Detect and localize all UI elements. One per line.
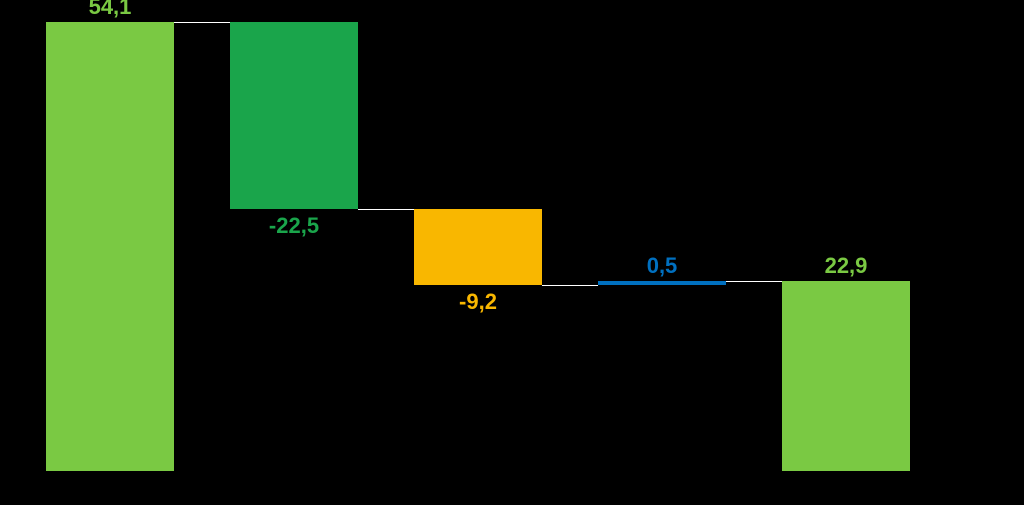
connector-4 <box>726 281 782 282</box>
bar-5-label: 22,9 <box>782 253 910 279</box>
connector-3 <box>542 285 598 286</box>
bar-3 <box>414 209 542 285</box>
bar-5 <box>782 281 910 471</box>
connector-2 <box>358 209 414 210</box>
waterfall-chart: 54,1 -22,5 -9,2 0,5 22,9 <box>0 0 1024 505</box>
bar-2-label: -22,5 <box>230 213 358 239</box>
connector-1 <box>174 22 230 23</box>
bar-1-label: 54,1 <box>46 0 174 20</box>
bar-4-label: 0,5 <box>598 253 726 279</box>
bar-1 <box>46 22 174 471</box>
bar-2 <box>230 22 358 209</box>
bar-4 <box>598 281 726 285</box>
bar-3-label: -9,2 <box>414 289 542 315</box>
